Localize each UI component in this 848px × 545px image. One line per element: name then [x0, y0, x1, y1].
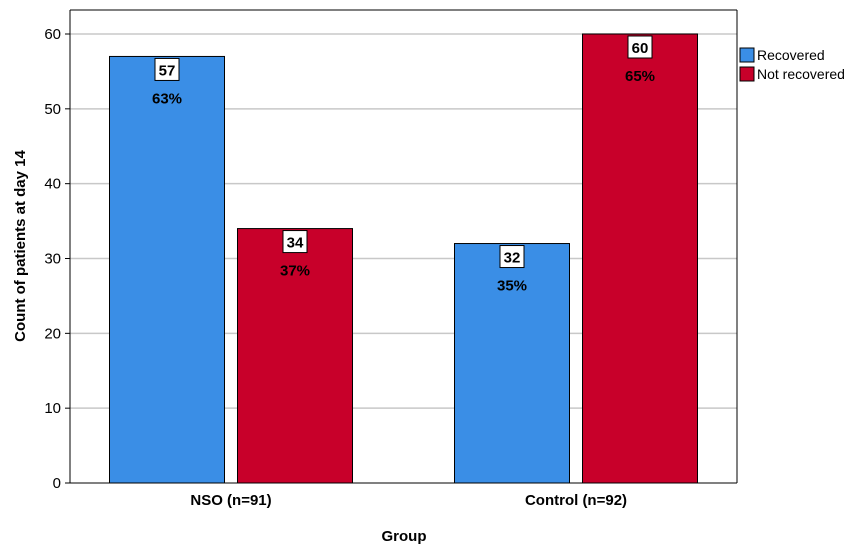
- bar: [582, 33, 698, 484]
- bar: [237, 228, 353, 484]
- value-label-box: [627, 35, 653, 59]
- y-ticks: 0 10 20 30 40 50 60: [44, 26, 70, 492]
- bars: [109, 33, 698, 484]
- x-tick-label: Control (n=92): [525, 492, 627, 509]
- x-axis-title: Group: [382, 528, 427, 545]
- percent-label: 37%: [280, 263, 310, 280]
- legend: Recovered Not recovered: [739, 47, 845, 82]
- y-tick-label: 30: [44, 251, 61, 268]
- bar: [109, 55, 225, 484]
- y-tick-label: 50: [44, 101, 61, 118]
- value-label: 32: [504, 250, 521, 267]
- legend-label: Recovered: [757, 47, 825, 63]
- value-label: 60: [632, 40, 649, 57]
- percent-label: 63%: [152, 90, 182, 107]
- axes: [69, 9, 738, 484]
- legend-label: Not recovered: [757, 66, 845, 82]
- value-label-box: [154, 57, 180, 81]
- value-labels: 57 63% 34 37% 32 35% 60 65%: [152, 35, 655, 295]
- percent-label: 35%: [497, 278, 527, 295]
- y-axis-title: Count of patients at day 14: [12, 150, 29, 342]
- bar: [454, 243, 570, 484]
- y-tick-label: 60: [44, 26, 61, 43]
- y-tick-label: 40: [44, 176, 61, 193]
- value-label-box: [282, 230, 308, 254]
- percent-label: 65%: [625, 68, 655, 85]
- value-label: 57: [159, 62, 176, 79]
- x-tick-label: NSO (n=91): [190, 492, 271, 509]
- x-ticks: NSO (n=91) Control (n=92): [190, 492, 627, 509]
- value-label: 34: [287, 235, 304, 252]
- y-tick-label: 20: [44, 325, 61, 342]
- y-tick-label: 10: [44, 400, 61, 417]
- y-tick-label: 0: [53, 475, 61, 492]
- legend-swatch: [739, 47, 755, 63]
- value-label-box: [499, 245, 525, 269]
- legend-swatch: [739, 66, 755, 82]
